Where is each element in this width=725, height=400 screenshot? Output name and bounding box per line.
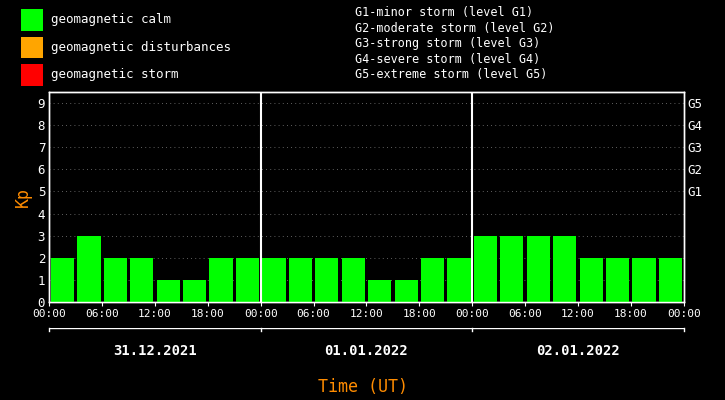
Bar <box>183 280 207 302</box>
Text: 31.12.2021: 31.12.2021 <box>113 344 197 358</box>
Text: 02.01.2022: 02.01.2022 <box>536 344 620 358</box>
Bar <box>474 236 497 302</box>
Bar <box>526 236 550 302</box>
Text: geomagnetic storm: geomagnetic storm <box>51 68 179 81</box>
Text: G2-moderate storm (level G2): G2-moderate storm (level G2) <box>355 22 555 34</box>
Text: geomagnetic calm: geomagnetic calm <box>51 13 171 26</box>
Bar <box>341 258 365 302</box>
Text: G3-strong storm (level G3): G3-strong storm (level G3) <box>355 37 541 50</box>
Text: 01.01.2022: 01.01.2022 <box>325 344 408 358</box>
Bar <box>22 64 43 86</box>
Bar <box>262 258 286 302</box>
Bar <box>659 258 682 302</box>
Text: G5-extreme storm (level G5): G5-extreme storm (level G5) <box>355 68 548 81</box>
Bar <box>78 236 101 302</box>
Text: G1-minor storm (level G1): G1-minor storm (level G1) <box>355 6 534 19</box>
Bar <box>22 37 43 58</box>
Bar <box>104 258 127 302</box>
Bar <box>22 9 43 31</box>
Bar <box>606 258 629 302</box>
Bar <box>51 258 74 302</box>
Bar <box>579 258 602 302</box>
Bar <box>236 258 259 302</box>
Bar <box>368 280 392 302</box>
Text: G4-severe storm (level G4): G4-severe storm (level G4) <box>355 52 541 66</box>
Y-axis label: Kp: Kp <box>14 187 32 207</box>
Bar <box>315 258 339 302</box>
Text: Time (UT): Time (UT) <box>318 378 407 396</box>
Bar <box>394 280 418 302</box>
Bar <box>553 236 576 302</box>
Bar <box>210 258 233 302</box>
Bar <box>157 280 180 302</box>
Bar <box>130 258 154 302</box>
Bar <box>500 236 523 302</box>
Bar <box>447 258 471 302</box>
Bar <box>632 258 655 302</box>
Bar <box>289 258 312 302</box>
Bar <box>421 258 444 302</box>
Text: geomagnetic disturbances: geomagnetic disturbances <box>51 40 231 54</box>
